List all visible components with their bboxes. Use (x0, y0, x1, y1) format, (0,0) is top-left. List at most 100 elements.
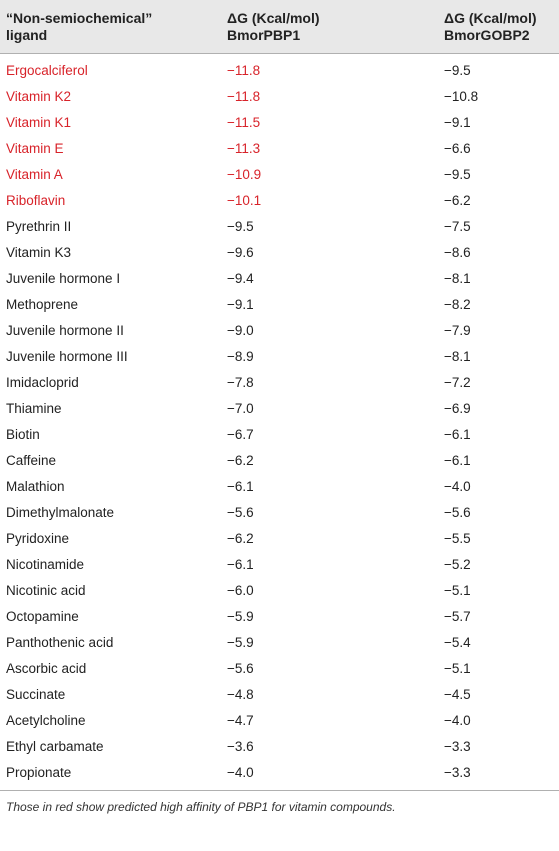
pbp1-value-cell: −11.8 (227, 63, 261, 78)
ligand-cell: Vitamin A (6, 167, 63, 182)
pbp1-value-cell: −11.8 (227, 89, 261, 104)
ligand-cell: Juvenile hormone III (6, 349, 128, 364)
table-row: Vitamin K1 −11.5 −9.1 (0, 110, 559, 136)
ligand-cell: Malathion (6, 479, 65, 494)
table-row: Juvenile hormone III −8.9 −8.1 (0, 344, 559, 370)
pbp1-value-cell: −4.7 (227, 713, 254, 728)
gobp2-value-cell: −5.7 (444, 609, 471, 624)
pbp1-value-cell: −9.0 (227, 323, 254, 338)
header-pbp1-line2: BmorPBP1 (227, 27, 301, 43)
pbp1-value-cell: −7.8 (227, 375, 254, 390)
gobp2-value-cell: −6.6 (444, 141, 471, 156)
ligand-cell: Imidacloprid (6, 375, 79, 390)
ligand-cell: Caffeine (6, 453, 57, 468)
gobp2-value-cell: −7.9 (444, 323, 471, 338)
gobp2-value-cell: −7.5 (444, 219, 471, 234)
gobp2-value-cell: −4.5 (444, 687, 471, 702)
pbp1-value-cell: −3.6 (227, 739, 254, 754)
header-ligand-line2: ligand (6, 27, 48, 43)
header-row: “Non-semiochemical” ligand ΔG (Kcal/mol)… (0, 0, 559, 54)
gobp2-value-cell: −5.2 (444, 557, 471, 572)
table-row: Biotin −6.7 −6.1 (0, 422, 559, 448)
pbp1-value-cell: −11.5 (227, 115, 261, 130)
gobp2-value-cell: −9.5 (444, 167, 471, 182)
ligand-cell: Thiamine (6, 401, 62, 416)
ligand-cell: Propionate (0, 760, 221, 791)
table-row: Juvenile hormone I −9.4 −8.1 (0, 266, 559, 292)
pbp1-value-cell: −5.9 (227, 635, 254, 650)
header-gobp2-line2: BmorGOBP2 (444, 27, 530, 43)
table-footnote: Those in red show predicted high affinit… (6, 800, 396, 814)
table-row: Vitamin K3 −9.6 −8.6 (0, 240, 559, 266)
gobp2-value-cell: −5.6 (444, 505, 471, 520)
ligand-cell: Riboflavin (6, 193, 66, 208)
pbp1-value-cell: −4.0 (221, 760, 438, 791)
pbp1-value-cell: −9.4 (227, 271, 254, 286)
ligand-binding-table: “Non-semiochemical” ligand ΔG (Kcal/mol)… (0, 0, 559, 791)
ligand-cell: Nicotinamide (6, 557, 85, 572)
pbp1-value-cell: −5.6 (227, 505, 254, 520)
pbp1-value-cell: −5.9 (227, 609, 254, 624)
ligand-cell: Ethyl carbamate (6, 739, 104, 754)
table-row: Vitamin A −10.9 −9.5 (0, 162, 559, 188)
gobp2-value-cell: −5.1 (444, 661, 471, 676)
pbp1-value-cell: −9.6 (227, 245, 254, 260)
table-row: Juvenile hormone II −9.0 −7.9 (0, 318, 559, 344)
pbp1-value-cell: −6.1 (227, 557, 254, 572)
table-header: “Non-semiochemical” ligand ΔG (Kcal/mol)… (0, 0, 559, 54)
pbp1-value-cell: −7.0 (227, 401, 254, 416)
table-row: Vitamin K2 −11.8 −10.8 (0, 84, 559, 110)
ligand-cell: Vitamin K2 (6, 89, 72, 104)
pbp1-value-cell: −6.1 (227, 479, 254, 494)
table-row: Malathion −6.1 −4.0 (0, 474, 559, 500)
gobp2-value-cell: −8.6 (444, 245, 471, 260)
table-row: Octopamine −5.9 −5.7 (0, 604, 559, 630)
gobp2-value-cell: −9.5 (444, 63, 471, 78)
pbp1-value-cell: −6.0 (227, 583, 254, 598)
table-row: Caffeine −6.2 −6.1 (0, 448, 559, 474)
gobp2-value-cell: −3.3 (438, 760, 559, 791)
pbp1-value-cell: −9.5 (227, 219, 254, 234)
gobp2-value-cell: −7.2 (444, 375, 471, 390)
table-row: Ascorbic acid −5.6 −5.1 (0, 656, 559, 682)
pbp1-value-cell: −9.1 (227, 297, 254, 312)
ligand-cell: Vitamin K3 (6, 245, 72, 260)
ligand-cell: Panthothenic acid (6, 635, 114, 650)
ligand-cell: Dimethylmalonate (6, 505, 115, 520)
ligand-cell: Vitamin K1 (6, 115, 72, 130)
header-ligand-line1: “Non-semiochemical” (6, 10, 153, 26)
ligand-cell: Ascorbic acid (6, 661, 87, 676)
ligand-cell: Acetylcholine (6, 713, 86, 728)
pbp1-value-cell: −11.3 (227, 141, 261, 156)
table-row: Nicotinic acid −6.0 −5.1 (0, 578, 559, 604)
table-row: Acetylcholine −4.7 −4.0 (0, 708, 559, 734)
table-row: Propionate −4.0 −3.3 (0, 760, 559, 791)
table-body: Ergocalciferol −11.8 −9.5 Vitamin K2 −11.8 −1… (0, 54, 559, 791)
header-pbp1-line1: ΔG (Kcal/mol) (227, 10, 320, 26)
table-row: Panthothenic acid −5.9 −5.4 (0, 630, 559, 656)
ligand-cell: Juvenile hormone I (6, 271, 121, 286)
gobp2-value-cell: −9.1 (444, 115, 471, 130)
table-row: Methoprene −9.1 −8.2 (0, 292, 559, 318)
gobp2-value-cell: −6.9 (444, 401, 471, 416)
gobp2-value-cell: −8.1 (444, 349, 471, 364)
header-gobp2-line1: ΔG (Kcal/mol) (444, 10, 537, 26)
table-row: Dimethylmalonate −5.6 −5.6 (0, 500, 559, 526)
gobp2-value-cell: −10.8 (444, 89, 479, 104)
table-row: Vitamin E −11.3 −6.6 (0, 136, 559, 162)
gobp2-value-cell: −5.1 (444, 583, 471, 598)
pbp1-value-cell: −10.1 (227, 193, 262, 208)
table-row: Ergocalciferol −11.8 −9.5 (0, 54, 559, 85)
pbp1-value-cell: −6.7 (227, 427, 254, 442)
ligand-cell: Pyridoxine (6, 531, 70, 546)
gobp2-value-cell: −5.4 (444, 635, 471, 650)
ligand-cell: Ergocalciferol (6, 63, 88, 78)
table-row: Nicotinamide −6.1 −5.2 (0, 552, 559, 578)
gobp2-value-cell: −6.1 (444, 427, 471, 442)
gobp2-value-cell: −4.0 (444, 479, 471, 494)
table-row: Succinate −4.8 −4.5 (0, 682, 559, 708)
ligand-cell: Juvenile hormone II (6, 323, 124, 338)
pbp1-value-cell: −6.2 (227, 531, 254, 546)
header-pbp1: ΔG (Kcal/mol) BmorPBP1 (221, 0, 438, 54)
ligand-cell: Octopamine (6, 609, 79, 624)
